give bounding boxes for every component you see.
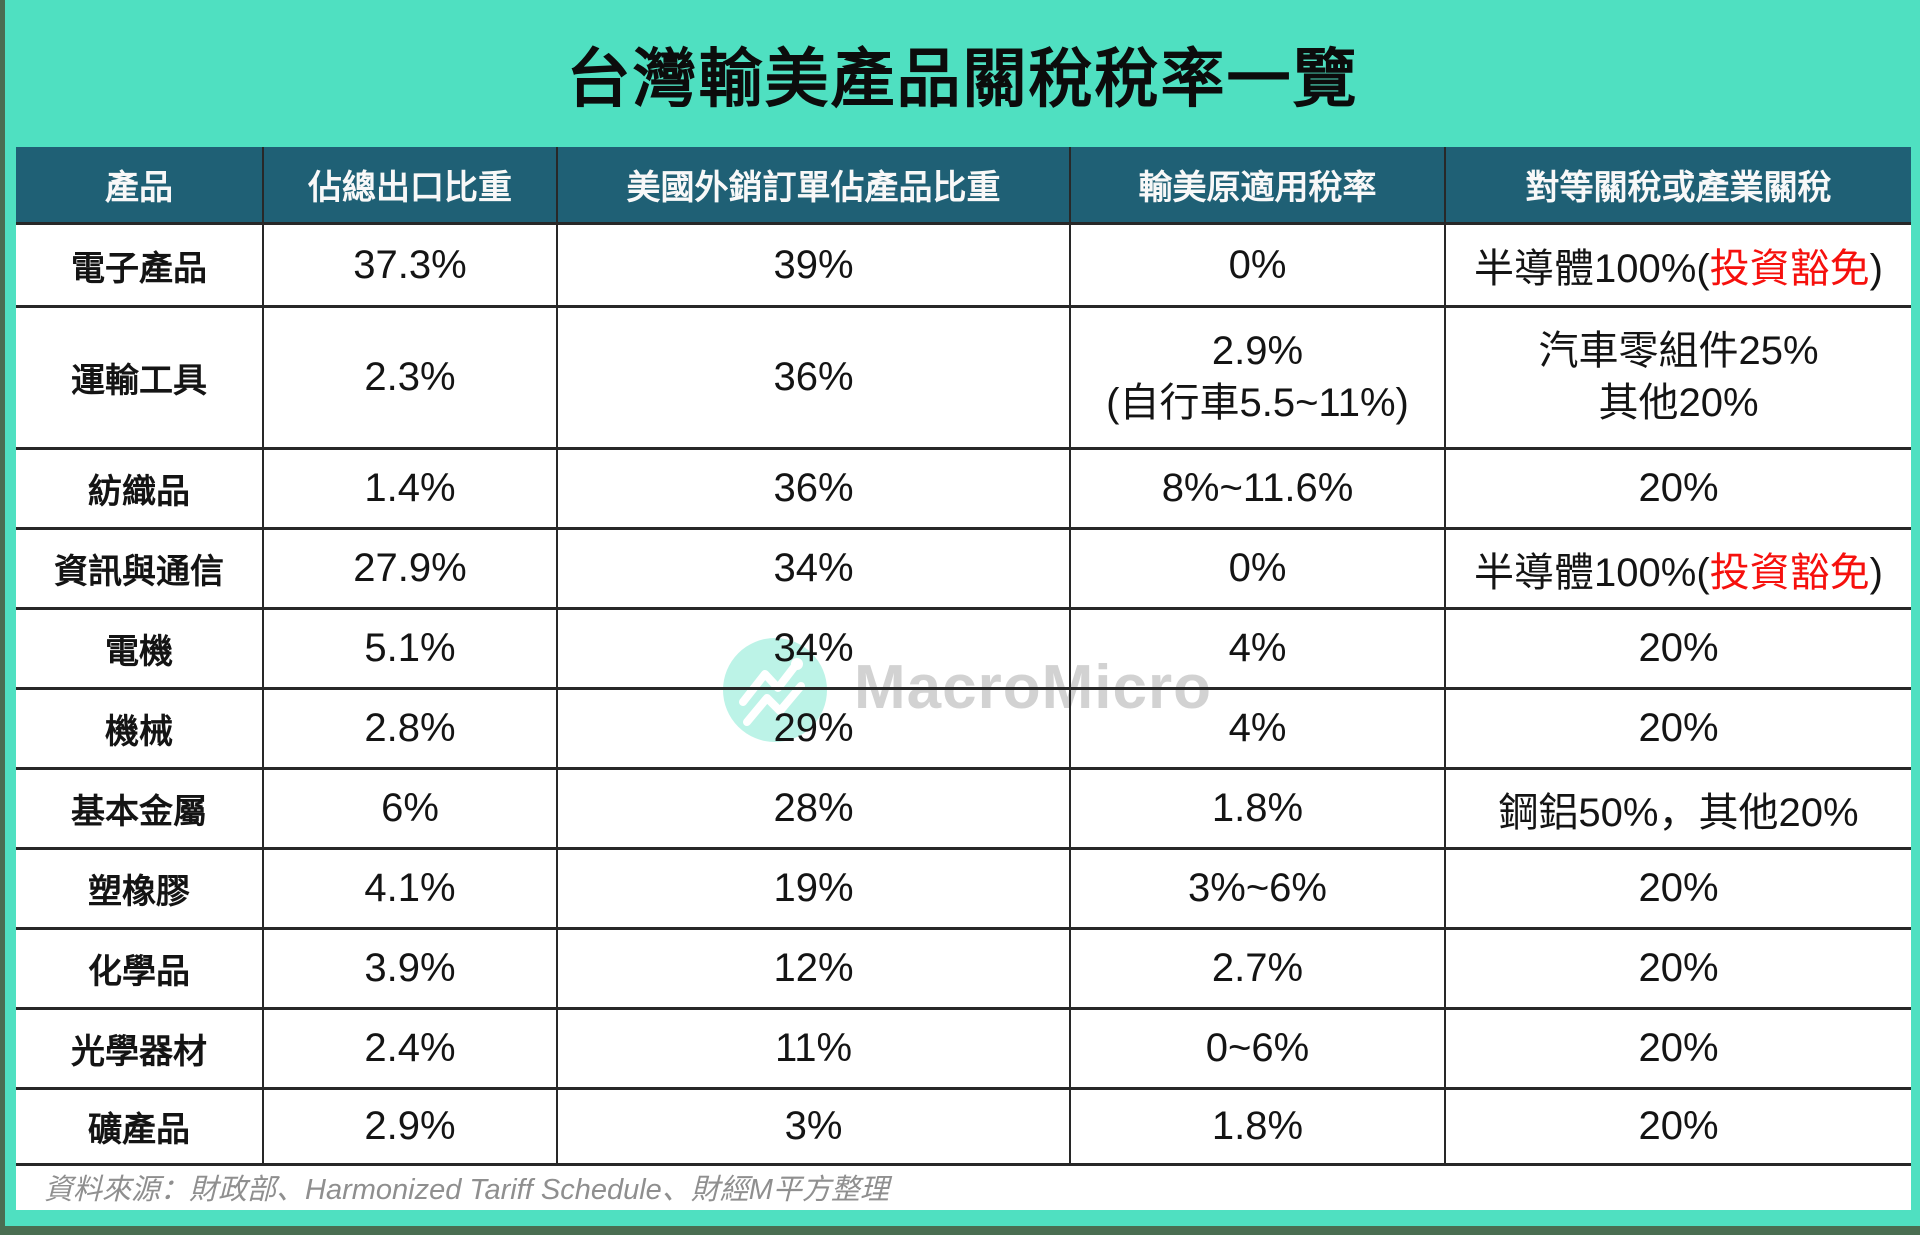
reciprocal-red-text: 投資豁免 [1709, 247, 1870, 291]
product-cell: 塑橡膠 [16, 847, 264, 930]
order-share-cell: 29% [556, 687, 1071, 770]
product-cell: 基本金屬 [16, 767, 264, 850]
product-cell: 資訊與通信 [16, 527, 264, 610]
reciprocal-cell: 20% [1444, 607, 1911, 690]
reciprocal-cell: 半導體100%(投資豁免) [1444, 527, 1911, 610]
reciprocal-line2: 其他20% [1598, 380, 1759, 425]
tariff-cell: 0% [1069, 222, 1446, 308]
reciprocal-cell: 20% [1444, 847, 1911, 930]
order-share-cell: 28% [556, 767, 1071, 850]
order-share-cell: 11% [556, 1007, 1071, 1090]
tariff-cell: 4% [1069, 607, 1446, 690]
reciprocal-cell: 汽車零組件25% 其他20% [1444, 305, 1911, 450]
product-cell: 化學品 [16, 927, 264, 1010]
tariff-cell: 2.7% [1069, 927, 1446, 1010]
tariff-cell: 2.9% (自行車5.5~11%) [1069, 305, 1446, 450]
export-share-cell: 6% [262, 767, 558, 850]
reciprocal-line1: 汽車零組件25% [1538, 329, 1819, 374]
tariff-cell: 8%~11.6% [1069, 447, 1446, 530]
order-share-cell: 36% [556, 447, 1071, 530]
product-cell: 光學器材 [16, 1007, 264, 1090]
product-cell: 電子產品 [16, 222, 264, 308]
reciprocal-cell: 20% [1444, 1087, 1911, 1166]
reciprocal-text: 半導體100%( [1474, 550, 1710, 595]
reciprocal-red-text: 投資豁免 [1709, 550, 1870, 595]
order-share-cell: 19% [556, 847, 1071, 930]
table-row: 資訊與通信 27.9% 34% 0% 半導體100%(投資豁免) [16, 527, 1911, 610]
table-row: 基本金屬 6% 28% 1.8% 鋼鋁50%，其他20% [16, 767, 1911, 850]
tariff-cell: 1.8% [1069, 767, 1446, 850]
tariff-cell: 0% [1069, 527, 1446, 610]
table-row: 紡織品 1.4% 36% 8%~11.6% 20% [16, 447, 1911, 530]
header-export-share: 佔總出口比重 [262, 147, 558, 225]
infographic-frame: 台灣輸美產品關稅稅率一覽 MacroMicro 產品 佔總出口比重 美國外銷訂單… [5, 0, 1920, 1226]
table-row: 運輸工具 2.3% 36% 2.9% (自行車5.5~11%) 汽車零組件25%… [16, 305, 1911, 450]
header-product: 產品 [16, 147, 264, 225]
tariff-cell: 0~6% [1069, 1007, 1446, 1090]
table-sheet: MacroMicro 產品 佔總出口比重 美國外銷訂單佔產品比重 輸美原適用稅率… [16, 147, 1911, 1210]
export-share-cell: 2.4% [262, 1007, 558, 1090]
reciprocal-text: 半導體100%( [1474, 247, 1710, 291]
export-share-cell: 37.3% [262, 222, 558, 308]
table-row: 電機 5.1% 34% 4% 20% [16, 607, 1911, 690]
tariff-table: 產品 佔總出口比重 美國外銷訂單佔產品比重 輸美原適用稅率 對等關稅或產業關稅 … [16, 147, 1911, 1166]
tariff-line2: (自行車5.5~11%) [1106, 380, 1409, 425]
tariff-cell: 1.8% [1069, 1087, 1446, 1166]
reciprocal-text: ) [1869, 550, 1883, 595]
reciprocal-cell: 20% [1444, 927, 1911, 1010]
reciprocal-cell: 20% [1444, 447, 1911, 530]
tariff-cell: 4% [1069, 687, 1446, 770]
export-share-cell: 5.1% [262, 607, 558, 690]
export-share-cell: 27.9% [262, 527, 558, 610]
table-row: 礦產品 2.9% 3% 1.8% 20% [16, 1087, 1911, 1166]
reciprocal-cell: 鋼鋁50%，其他20% [1444, 767, 1911, 850]
tariff-cell: 3%~6% [1069, 847, 1446, 930]
reciprocal-text: ) [1869, 247, 1883, 291]
reciprocal-cell: 半導體100%(投資豁免) [1444, 222, 1911, 308]
export-share-cell: 1.4% [262, 447, 558, 530]
export-share-cell: 2.9% [262, 1087, 558, 1166]
table-row: 機械 2.8% 29% 4% 20% [16, 687, 1911, 770]
order-share-cell: 3% [556, 1087, 1071, 1166]
header-original-tariff: 輸美原適用稅率 [1069, 147, 1446, 225]
header-us-order-share: 美國外銷訂單佔產品比重 [556, 147, 1071, 225]
table-row: 塑橡膠 4.1% 19% 3%~6% 20% [16, 847, 1911, 930]
header-row: 產品 佔總出口比重 美國外銷訂單佔產品比重 輸美原適用稅率 對等關稅或產業關稅 [16, 147, 1911, 225]
source-note: 資料來源：財政部、Harmonized Tariff Schedule、財經M平… [44, 1173, 889, 1206]
order-share-cell: 34% [556, 527, 1071, 610]
export-share-cell: 3.9% [262, 927, 558, 1010]
table-row: 化學品 3.9% 12% 2.7% 20% [16, 927, 1911, 1010]
export-share-cell: 2.8% [262, 687, 558, 770]
table-row: 電子產品 37.3% 39% 0% 半導體100%(投資豁免) [16, 222, 1911, 308]
reciprocal-cell: 20% [1444, 1007, 1911, 1090]
product-cell: 機械 [16, 687, 264, 770]
export-share-cell: 4.1% [262, 847, 558, 930]
order-share-cell: 36% [556, 305, 1071, 450]
order-share-cell: 39% [556, 222, 1071, 308]
product-cell: 電機 [16, 607, 264, 690]
product-cell: 礦產品 [16, 1087, 264, 1166]
order-share-cell: 34% [556, 607, 1071, 690]
page-title: 台灣輸美產品關稅稅率一覽 [566, 42, 1359, 115]
header-reciprocal-tariff: 對等關稅或產業關稅 [1444, 147, 1911, 225]
product-cell: 紡織品 [16, 447, 264, 530]
table-row: 光學器材 2.4% 11% 0~6% 20% [16, 1007, 1911, 1090]
tariff-line1: 2.9% [1211, 329, 1304, 374]
order-share-cell: 12% [556, 927, 1071, 1010]
export-share-cell: 2.3% [262, 305, 558, 450]
product-cell: 運輸工具 [16, 305, 264, 450]
reciprocal-cell: 20% [1444, 687, 1911, 770]
